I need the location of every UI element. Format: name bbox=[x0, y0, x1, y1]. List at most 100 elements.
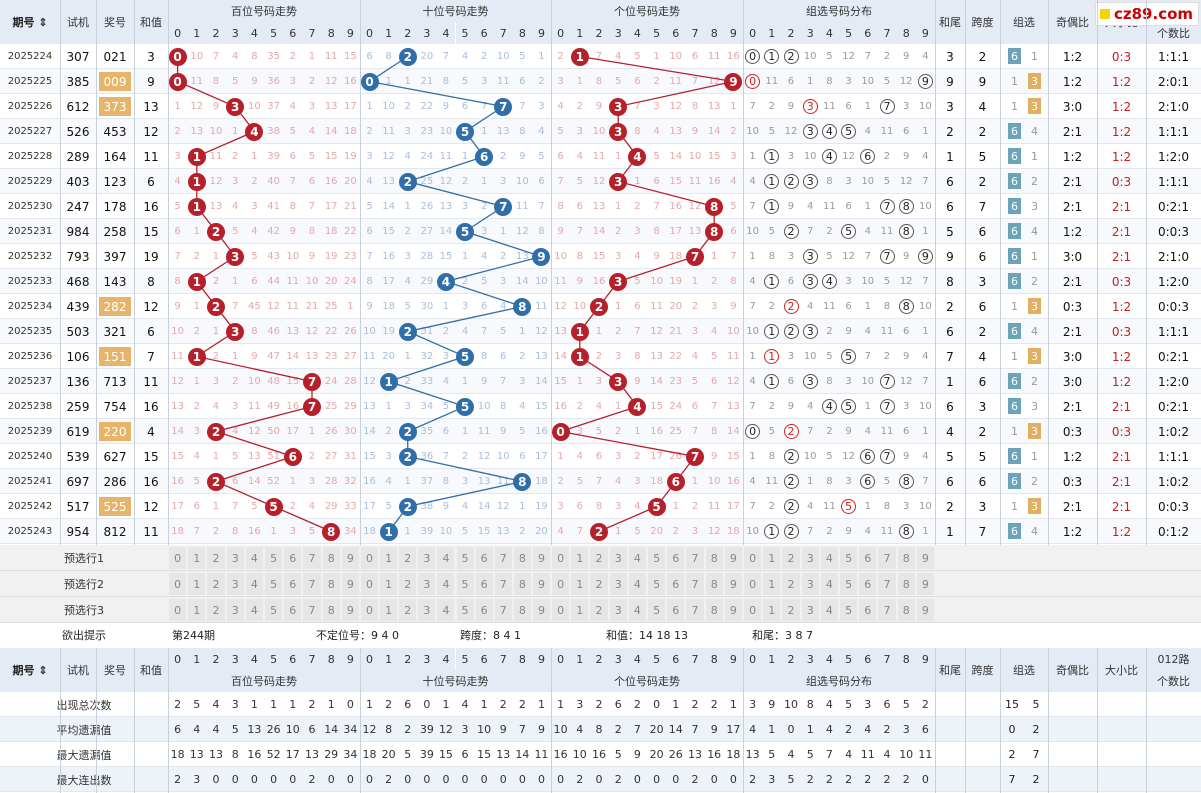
predict-digit-button[interactable]: 1 bbox=[571, 573, 589, 595]
predict-digit-button[interactable]: 0 bbox=[744, 599, 762, 621]
predict-digit-button[interactable]: 2 bbox=[782, 573, 800, 595]
predict-digit-button[interactable]: 0 bbox=[361, 599, 379, 621]
predict-digit-button[interactable]: 8 bbox=[513, 573, 531, 595]
predict-digit-button[interactable]: 1 bbox=[763, 573, 781, 595]
predict-digit-button[interactable]: 3 bbox=[418, 573, 436, 595]
predict-digit-button[interactable]: 2 bbox=[207, 547, 225, 569]
predict-digit-button[interactable]: 4 bbox=[628, 547, 646, 569]
predict-digit-button[interactable]: 1 bbox=[571, 547, 589, 569]
predict-digit-button[interactable]: 1 bbox=[380, 573, 398, 595]
predict-digit-button[interactable]: 9 bbox=[724, 573, 742, 595]
predict-digit-button[interactable]: 6 bbox=[667, 599, 685, 621]
predict-digit-button[interactable]: 7 bbox=[878, 599, 896, 621]
predict-digit-button[interactable]: 1 bbox=[188, 547, 206, 569]
predict-digit-button[interactable]: 0 bbox=[361, 547, 379, 569]
predict-digit-button[interactable]: 5 bbox=[648, 573, 666, 595]
predict-digit-button[interactable]: 3 bbox=[801, 599, 819, 621]
predict-digit-button[interactable]: 1 bbox=[763, 599, 781, 621]
predict-digit-button[interactable]: 7 bbox=[494, 599, 512, 621]
predict-digit-button[interactable]: 3 bbox=[801, 547, 819, 569]
predict-digit-button[interactable]: 1 bbox=[380, 547, 398, 569]
predict-digit-button[interactable]: 0 bbox=[552, 573, 570, 595]
predict-digit-button[interactable]: 5 bbox=[648, 547, 666, 569]
predict-digit-button[interactable]: 4 bbox=[820, 599, 838, 621]
predict-digit-button[interactable]: 2 bbox=[399, 547, 417, 569]
predict-digit-button[interactable]: 9 bbox=[341, 599, 359, 621]
predict-digit-button[interactable]: 3 bbox=[226, 599, 244, 621]
predict-digit-button[interactable]: 7 bbox=[686, 573, 704, 595]
predict-digit-button[interactable]: 0 bbox=[361, 573, 379, 595]
predict-digit-button[interactable]: 9 bbox=[724, 547, 742, 569]
predict-digit-button[interactable]: 0 bbox=[169, 599, 187, 621]
predict-digit-button[interactable]: 7 bbox=[303, 599, 321, 621]
predict-digit-button[interactable]: 4 bbox=[820, 573, 838, 595]
predict-digit-button[interactable]: 6 bbox=[475, 573, 493, 595]
predict-digit-button[interactable]: 5 bbox=[456, 573, 474, 595]
predict-digit-button[interactable]: 8 bbox=[897, 599, 915, 621]
predict-digit-button[interactable]: 6 bbox=[667, 573, 685, 595]
predict-digit-button[interactable]: 2 bbox=[399, 599, 417, 621]
predict-digit-button[interactable]: 7 bbox=[686, 547, 704, 569]
bottom-period-header[interactable]: 期号 ⇕ bbox=[0, 648, 60, 692]
predict-digit-button[interactable]: 8 bbox=[705, 547, 723, 569]
predict-digit-button[interactable]: 2 bbox=[590, 573, 608, 595]
predict-digit-button[interactable]: 7 bbox=[303, 573, 321, 595]
predict-digit-button[interactable]: 2 bbox=[590, 599, 608, 621]
predict-digit-button[interactable]: 6 bbox=[284, 599, 302, 621]
predict-digit-button[interactable]: 2 bbox=[399, 573, 417, 595]
predict-digit-button[interactable]: 3 bbox=[609, 573, 627, 595]
predict-digit-button[interactable]: 5 bbox=[840, 599, 858, 621]
predict-digit-button[interactable]: 2 bbox=[782, 599, 800, 621]
predict-digit-button[interactable]: 5 bbox=[265, 573, 283, 595]
predict-digit-button[interactable]: 6 bbox=[284, 573, 302, 595]
predict-digit-button[interactable]: 9 bbox=[341, 573, 359, 595]
predict-digit-button[interactable]: 1 bbox=[188, 573, 206, 595]
predict-digit-button[interactable]: 2 bbox=[207, 599, 225, 621]
predict-digit-button[interactable]: 4 bbox=[245, 573, 263, 595]
predict-digit-button[interactable]: 8 bbox=[705, 599, 723, 621]
predict-digit-button[interactable]: 3 bbox=[609, 599, 627, 621]
predict-digit-button[interactable]: 9 bbox=[916, 573, 934, 595]
predict-digit-button[interactable]: 4 bbox=[437, 599, 455, 621]
predict-digit-button[interactable]: 7 bbox=[494, 573, 512, 595]
predict-digit-button[interactable]: 9 bbox=[724, 599, 742, 621]
predict-digit-button[interactable]: 0 bbox=[552, 547, 570, 569]
predict-digit-button[interactable]: 6 bbox=[859, 599, 877, 621]
predict-digit-button[interactable]: 8 bbox=[322, 573, 340, 595]
predict-digit-button[interactable]: 0 bbox=[552, 599, 570, 621]
predict-digit-button[interactable]: 6 bbox=[475, 599, 493, 621]
predict-digit-button[interactable]: 9 bbox=[916, 599, 934, 621]
predict-digit-button[interactable]: 1 bbox=[188, 599, 206, 621]
predict-digit-button[interactable]: 2 bbox=[782, 547, 800, 569]
predict-digit-button[interactable]: 8 bbox=[705, 573, 723, 595]
predict-digit-button[interactable]: 2 bbox=[207, 573, 225, 595]
predict-digit-button[interactable]: 9 bbox=[341, 547, 359, 569]
predict-digit-button[interactable]: 8 bbox=[322, 547, 340, 569]
predict-digit-button[interactable]: 7 bbox=[686, 599, 704, 621]
predict-digit-button[interactable]: 0 bbox=[744, 573, 762, 595]
predict-digit-button[interactable]: 8 bbox=[897, 573, 915, 595]
predict-digit-button[interactable]: 4 bbox=[628, 599, 646, 621]
predict-digit-button[interactable]: 4 bbox=[437, 573, 455, 595]
predict-digit-button[interactable]: 1 bbox=[571, 599, 589, 621]
predict-digit-button[interactable]: 5 bbox=[265, 547, 283, 569]
predict-digit-button[interactable]: 1 bbox=[763, 547, 781, 569]
predict-digit-button[interactable]: 6 bbox=[475, 547, 493, 569]
predict-digit-button[interactable]: 6 bbox=[859, 547, 877, 569]
predict-digit-button[interactable]: 6 bbox=[284, 547, 302, 569]
predict-digit-button[interactable]: 6 bbox=[859, 573, 877, 595]
predict-digit-button[interactable]: 4 bbox=[820, 547, 838, 569]
predict-digit-button[interactable]: 3 bbox=[226, 547, 244, 569]
predict-digit-button[interactable]: 7 bbox=[303, 547, 321, 569]
predict-digit-button[interactable]: 9 bbox=[532, 599, 550, 621]
predict-digit-button[interactable]: 7 bbox=[494, 547, 512, 569]
predict-digit-button[interactable]: 5 bbox=[840, 573, 858, 595]
predict-digit-button[interactable]: 9 bbox=[532, 547, 550, 569]
predict-digit-button[interactable]: 8 bbox=[513, 599, 531, 621]
predict-digit-button[interactable]: 4 bbox=[628, 573, 646, 595]
predict-digit-button[interactable]: 3 bbox=[609, 547, 627, 569]
predict-digit-button[interactable]: 6 bbox=[667, 547, 685, 569]
predict-digit-button[interactable]: 8 bbox=[897, 547, 915, 569]
period-header[interactable]: 期号 ⇕ bbox=[0, 0, 60, 44]
predict-digit-button[interactable]: 4 bbox=[437, 547, 455, 569]
